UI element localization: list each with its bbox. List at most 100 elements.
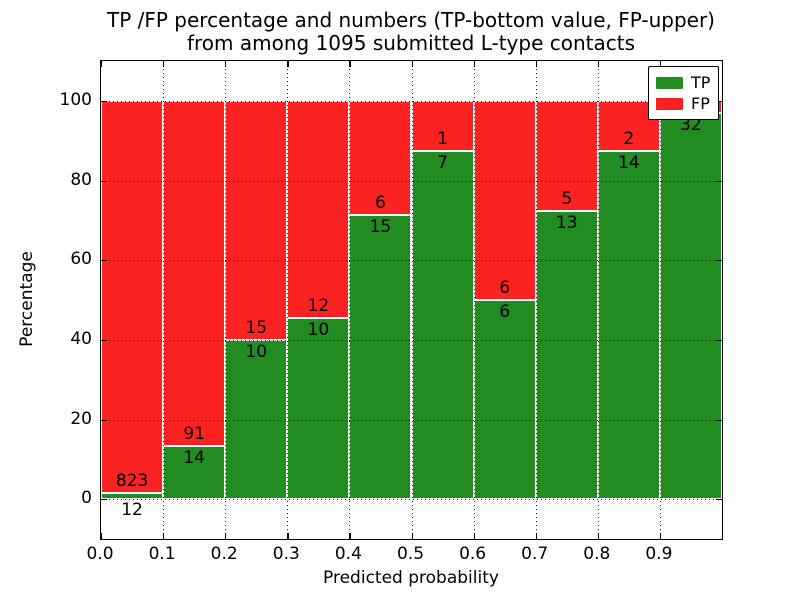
bar-segment-tp-3 xyxy=(287,318,350,500)
bar-segment-tp-9 xyxy=(659,112,722,500)
bar-segment-tp-1 xyxy=(163,446,226,500)
y-tick-label-0: 0 xyxy=(81,488,92,509)
bar-segment-tp-4 xyxy=(349,214,412,500)
legend-label-fp: FP xyxy=(691,93,710,113)
y-tick-label-100: 100 xyxy=(59,89,92,110)
gridline-x-0.5 xyxy=(411,61,413,539)
x-tickmark-top xyxy=(411,61,413,67)
x-tickmark-bottom xyxy=(225,533,227,539)
bar-segment-fp-2 xyxy=(225,100,288,340)
x-tick-label-0.9: 0.9 xyxy=(645,544,673,564)
chart-title-line2: from among 1095 submitted L-type contact… xyxy=(186,31,636,55)
y-tickmark-left xyxy=(101,260,107,262)
y-tickmark-right xyxy=(716,180,722,182)
y-tick-label-60: 60 xyxy=(70,249,92,270)
y-tickmark-left xyxy=(101,339,107,342)
bar-segment-fp-1 xyxy=(163,100,226,447)
x-tick-label-0.2: 0.2 xyxy=(210,544,238,564)
x-axis-label: Predicted probability xyxy=(323,568,499,588)
fp-count-label-0: 823 xyxy=(115,471,149,492)
tp-count-label-9: 32 xyxy=(680,114,702,135)
y-tickmark-right xyxy=(716,499,722,501)
x-tick-label-0.3: 0.3 xyxy=(272,544,300,564)
x-tick-label-0.8: 0.8 xyxy=(583,544,611,564)
x-tickmark-bottom xyxy=(597,533,600,539)
chart-title-line1: TP /FP percentage and numbers (TP-bottom… xyxy=(107,8,715,32)
legend-swatch-fp xyxy=(656,97,683,110)
fp-count-label-4: 6 xyxy=(375,192,386,213)
x-tick-label-0.0: 0.0 xyxy=(86,544,114,564)
fp-count-label-1: 91 xyxy=(183,424,205,445)
fp-count-label-6: 6 xyxy=(499,278,511,298)
y-tick-label-80: 80 xyxy=(70,169,92,190)
bar-segment-tp-7 xyxy=(535,211,598,500)
bar-segment-fp-0 xyxy=(101,100,164,494)
x-tick-label-0.5: 0.5 xyxy=(396,544,425,564)
bar-segment-tp-5 xyxy=(411,150,474,500)
bar-segment-tp-0 xyxy=(101,493,164,500)
x-tickmark-top xyxy=(473,61,475,67)
y-tickmark-right xyxy=(716,260,722,262)
y-axis-label: Percentage xyxy=(17,251,37,347)
x-tick-label-0.7: 0.7 xyxy=(521,544,549,564)
tp-count-label-3: 10 xyxy=(307,320,330,341)
y-tick-label-20: 20 xyxy=(70,408,92,429)
x-tickmark-bottom xyxy=(287,533,289,539)
legend: TP FP xyxy=(648,66,720,120)
gridline-x-0.2 xyxy=(225,61,227,539)
x-tick-label-0.4: 0.4 xyxy=(334,544,362,564)
gridline-x-0.4 xyxy=(349,61,351,539)
tp-count-label-0: 12 xyxy=(121,500,143,521)
fp-count-label-2: 15 xyxy=(245,317,268,338)
fp-count-label-5: 1 xyxy=(437,128,448,149)
bar-segment-fp-6 xyxy=(473,100,536,300)
tp-count-label-4: 15 xyxy=(369,216,392,237)
x-tickmark-bottom xyxy=(659,533,662,539)
gridline-x-0.9 xyxy=(659,61,661,539)
legend-swatch-tp xyxy=(656,76,683,89)
x-tickmark-bottom xyxy=(535,533,537,539)
gridline-x-0.6 xyxy=(473,61,475,539)
y-tick-label-40: 40 xyxy=(70,328,92,349)
gridline-x-0.3 xyxy=(287,61,289,539)
x-tickmark-top xyxy=(225,61,227,67)
y-tickmark-left xyxy=(101,100,107,103)
bar-segment-fp-5 xyxy=(411,100,474,151)
x-tick-label-0.1: 0.1 xyxy=(148,544,176,564)
tp-count-label-2: 10 xyxy=(245,341,268,362)
y-tickmark-right xyxy=(716,419,722,421)
legend-label-tp: TP xyxy=(691,72,711,92)
x-tickmark-top xyxy=(659,61,662,67)
plot-area: 128231491101510121567166135142321 xyxy=(100,60,723,540)
fp-count-label-3: 12 xyxy=(307,296,330,317)
tp-count-label-1: 14 xyxy=(183,448,205,469)
legend-row-fp: FP xyxy=(656,93,710,114)
tp-count-label-8: 14 xyxy=(618,152,640,173)
gridline-x-0.1 xyxy=(163,61,165,539)
x-tickmark-top xyxy=(287,61,289,67)
x-tickmark-top xyxy=(597,61,600,67)
fp-count-label-7: 5 xyxy=(561,189,573,210)
tp-count-label-5: 7 xyxy=(437,152,448,173)
legend-row-tp: TP xyxy=(656,72,710,93)
x-tickmark-bottom xyxy=(473,533,475,539)
gridline-x-0.7 xyxy=(535,61,537,539)
y-tickmark-right xyxy=(716,339,722,342)
tp-count-label-7: 13 xyxy=(555,213,578,234)
x-tickmark-bottom xyxy=(349,533,351,539)
fp-count-label-8: 2 xyxy=(623,128,635,149)
x-tickmark-bottom xyxy=(101,533,103,539)
x-tick-label-0.6: 0.6 xyxy=(459,544,487,564)
x-tickmark-top xyxy=(535,61,537,67)
x-tickmark-top xyxy=(349,61,351,67)
bar-segment-tp-8 xyxy=(597,150,660,500)
gridline-x-0.8 xyxy=(597,61,599,539)
x-tickmark-bottom xyxy=(411,533,413,539)
x-tickmark-top xyxy=(163,61,165,67)
bar-segment-tp-6 xyxy=(473,300,536,500)
x-tickmark-top xyxy=(101,61,103,67)
tp-count-label-6: 6 xyxy=(499,302,511,322)
y-tickmark-left xyxy=(101,180,107,182)
y-tickmark-left xyxy=(101,419,107,421)
